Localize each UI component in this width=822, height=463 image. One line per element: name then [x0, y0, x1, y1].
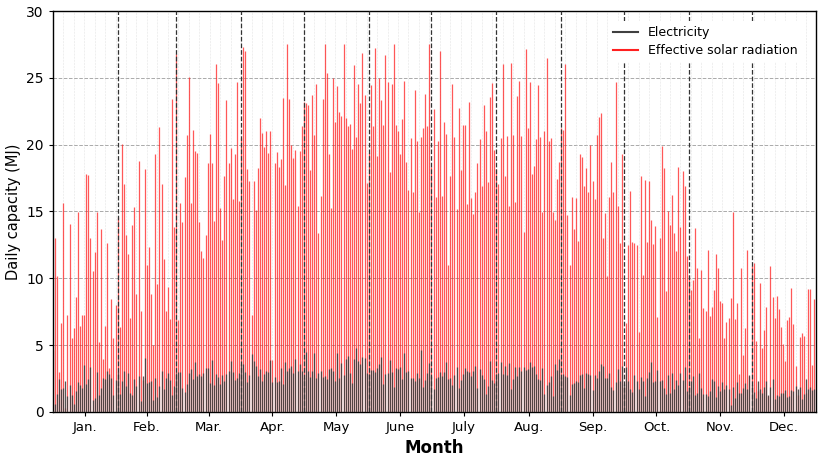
- Y-axis label: Daily capacity (MJ): Daily capacity (MJ): [6, 143, 21, 280]
- Legend: Electricity, Effective solar radiation: Electricity, Effective solar radiation: [608, 21, 802, 63]
- X-axis label: Month: Month: [405, 439, 464, 457]
